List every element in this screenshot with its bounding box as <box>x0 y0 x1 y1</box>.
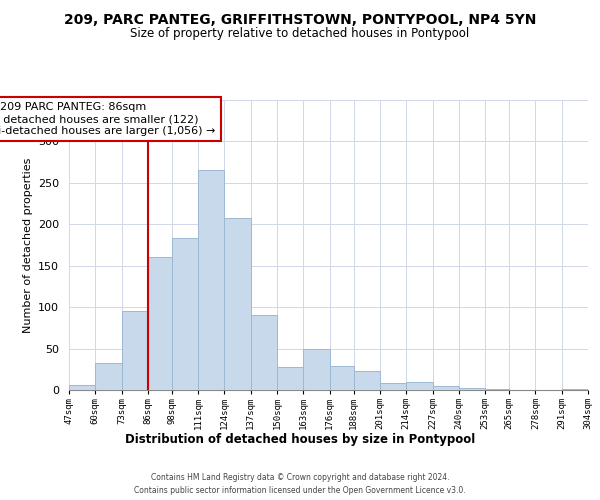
Text: Distribution of detached houses by size in Pontypool: Distribution of detached houses by size … <box>125 432 475 446</box>
Text: Contains public sector information licensed under the Open Government Licence v3: Contains public sector information licen… <box>134 486 466 495</box>
Bar <box>122 312 148 390</box>
Bar <box>277 367 303 390</box>
Bar <box>459 388 485 390</box>
Bar <box>95 364 122 390</box>
Bar <box>380 382 406 390</box>
Bar <box>148 258 172 390</box>
Bar <box>329 366 354 390</box>
Bar <box>406 382 433 390</box>
Bar <box>303 350 329 390</box>
Bar <box>172 238 198 390</box>
Bar <box>485 389 509 390</box>
Bar <box>354 371 380 390</box>
Bar <box>69 385 95 390</box>
Bar <box>433 386 459 390</box>
Text: Contains HM Land Registry data © Crown copyright and database right 2024.: Contains HM Land Registry data © Crown c… <box>151 472 449 482</box>
Bar <box>251 316 277 390</box>
Bar <box>562 389 588 390</box>
Text: 209 PARC PANTEG: 86sqm
← 10% of detached houses are smaller (122)
89% of semi-de: 209 PARC PANTEG: 86sqm ← 10% of detached… <box>0 102 215 136</box>
Text: Size of property relative to detached houses in Pontypool: Size of property relative to detached ho… <box>130 28 470 40</box>
Text: 209, PARC PANTEG, GRIFFITHSTOWN, PONTYPOOL, NP4 5YN: 209, PARC PANTEG, GRIFFITHSTOWN, PONTYPO… <box>64 12 536 26</box>
Bar <box>198 170 224 390</box>
Bar <box>224 218 251 390</box>
Y-axis label: Number of detached properties: Number of detached properties <box>23 158 32 332</box>
